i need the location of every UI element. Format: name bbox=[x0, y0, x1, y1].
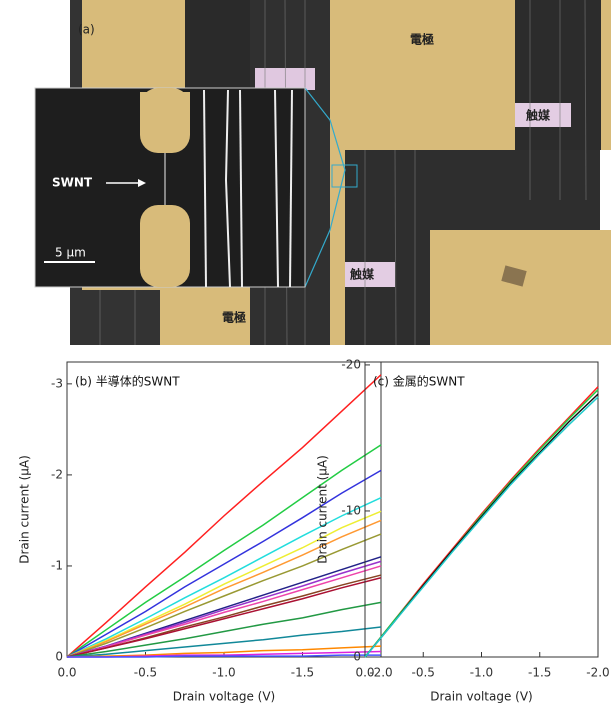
scale-label: 5 μm bbox=[55, 246, 86, 260]
y-tick-label: -20 bbox=[341, 357, 361, 371]
x-tick-label: -2.0 bbox=[586, 666, 609, 680]
swnt-label: SWNT bbox=[52, 176, 93, 190]
electrode-label: 電極 bbox=[410, 32, 434, 47]
x-tick-label: 0.0 bbox=[355, 666, 374, 680]
y-tick-label: -1 bbox=[51, 558, 63, 572]
data-line bbox=[67, 375, 381, 657]
inset-electrode bbox=[140, 205, 190, 287]
y-axis-label: Drain current (μA) bbox=[18, 455, 32, 564]
x-axis-label: Drain voltage (V) bbox=[430, 690, 533, 704]
figure: (a) 電極 電極 触媒 触媒 SWNT 5 μm 0 -1 -2 -3 0.0 -0.5… bbox=[0, 0, 611, 710]
sem-strip bbox=[345, 150, 430, 345]
chart-title: (c) 金属的SWNT bbox=[373, 374, 465, 389]
data-line bbox=[67, 470, 381, 657]
data-line bbox=[365, 394, 598, 657]
sem-image: (a) 電極 電極 触媒 触媒 SWNT 5 μm bbox=[35, 0, 611, 345]
y-tick-label: 0 bbox=[55, 650, 63, 664]
data-line bbox=[67, 498, 381, 657]
catalyst-label: 触媒 bbox=[526, 108, 551, 123]
x-tick-label: -1.0 bbox=[212, 666, 235, 680]
y-tick-label: 0 bbox=[353, 650, 361, 664]
chart-title: (b) 半導体的SWNT bbox=[75, 374, 180, 389]
data-line bbox=[365, 397, 598, 657]
y-tick-label: -3 bbox=[51, 376, 63, 390]
sem-strip bbox=[80, 290, 160, 345]
x-tick-label: -1.0 bbox=[470, 666, 493, 680]
edge bbox=[600, 150, 611, 230]
data-line bbox=[67, 445, 381, 657]
x-tick-label: 0.0 bbox=[57, 666, 76, 680]
inset-electrode bbox=[140, 92, 190, 110]
y-axis-label: Drain current (μA) bbox=[316, 455, 330, 564]
data-line bbox=[67, 557, 381, 657]
panel-label: (a) bbox=[78, 23, 95, 37]
sem-strip bbox=[185, 0, 250, 90]
electrode-label: 電極 bbox=[222, 310, 246, 325]
x-tick-label: -0.5 bbox=[134, 666, 157, 680]
catalyst-label: 触媒 bbox=[350, 267, 375, 282]
x-tick-label: -1.5 bbox=[291, 666, 314, 680]
y-tick-label: -2 bbox=[51, 467, 63, 481]
x-tick-label: -0.5 bbox=[412, 666, 435, 680]
x-axis-label: Drain voltage (V) bbox=[173, 690, 276, 704]
x-tick-label: -1.5 bbox=[528, 666, 551, 680]
y-tick-label: -10 bbox=[341, 503, 361, 517]
